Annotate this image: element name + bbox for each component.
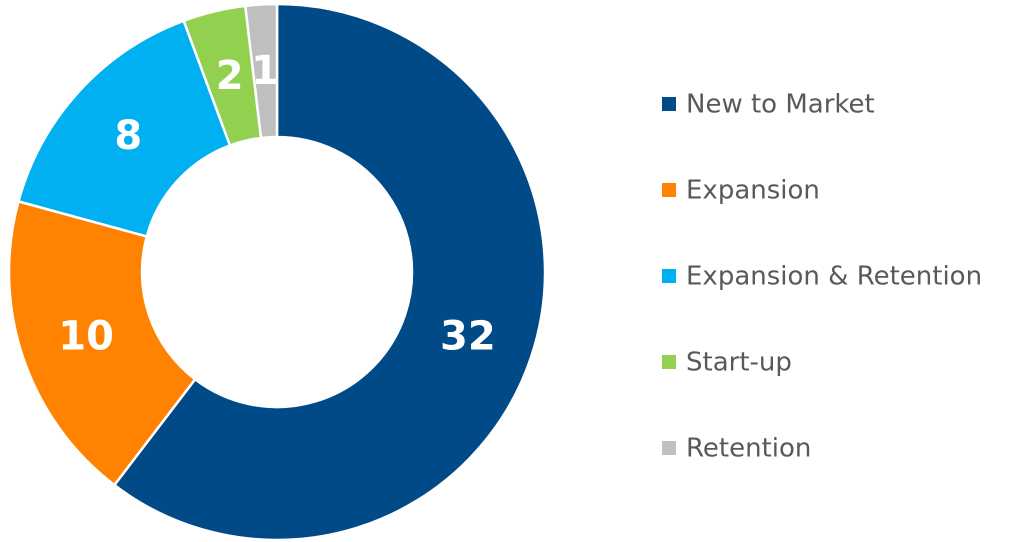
legend-swatch <box>662 183 676 197</box>
slice-label: 8 <box>114 113 142 159</box>
slice <box>16 19 232 238</box>
slice-label: 10 <box>58 314 114 360</box>
slice <box>112 2 547 542</box>
legend-swatch <box>662 269 676 283</box>
legend-label: Expansion & Retention <box>686 262 982 292</box>
legend-label: New to Market <box>686 90 875 120</box>
slice-label: 1 <box>251 48 279 94</box>
legend-swatch <box>662 355 676 369</box>
legend-label: Start-up <box>686 348 792 378</box>
slice-label: 2 <box>216 53 244 99</box>
legend-label: Retention <box>686 434 811 464</box>
slice <box>7 199 197 487</box>
slice <box>243 2 279 140</box>
legend-label: Expansion <box>686 176 820 206</box>
slice-label: 32 <box>440 314 496 360</box>
legend-swatch <box>662 97 676 111</box>
legend-swatch <box>662 441 676 455</box>
